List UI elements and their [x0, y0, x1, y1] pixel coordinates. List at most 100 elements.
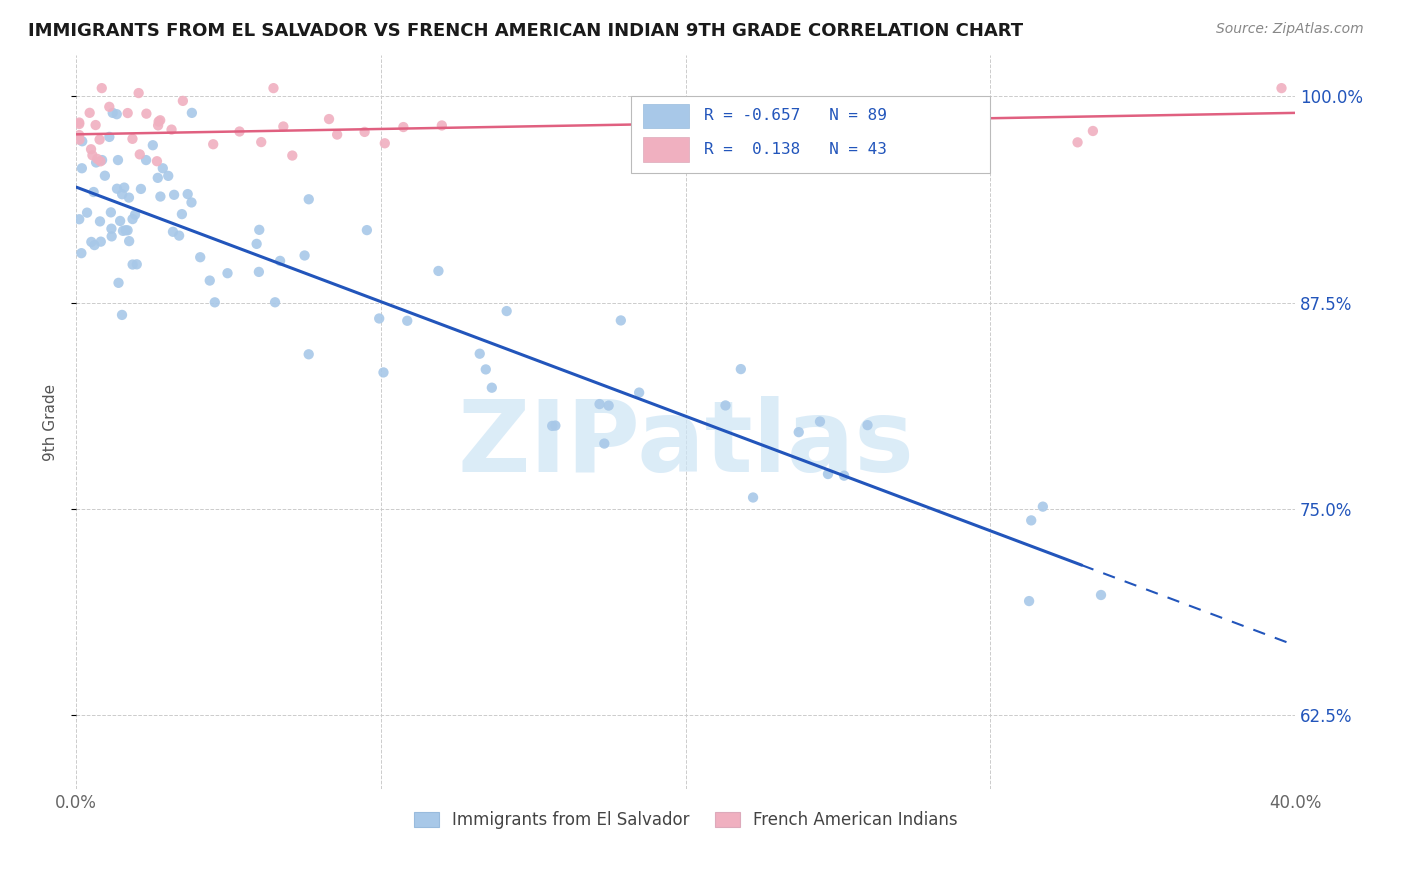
- Point: [149, 189, 172, 203]
- Point: [70, 246, 93, 260]
- Point: [263, 81, 285, 95]
- Point: [856, 418, 879, 433]
- Point: [100, 229, 122, 244]
- Point: [374, 136, 396, 151]
- Point: [228, 124, 250, 138]
- Point: [368, 311, 391, 326]
- Point: [83, 238, 105, 252]
- Point: [90, 235, 112, 249]
- Point: [146, 170, 169, 185]
- Point: [1019, 513, 1042, 527]
- Point: [298, 192, 321, 206]
- Point: [79, 105, 101, 120]
- Point: [90, 81, 112, 95]
- Point: [160, 122, 183, 136]
- Point: [202, 137, 225, 152]
- Point: [111, 187, 134, 202]
- Point: [101, 106, 124, 120]
- Point: [598, 399, 620, 413]
- Point: [475, 362, 498, 376]
- Point: [742, 491, 765, 505]
- Point: [373, 366, 395, 380]
- Point: [281, 148, 304, 162]
- Point: [247, 265, 270, 279]
- Point: [657, 120, 679, 134]
- Point: [1090, 588, 1112, 602]
- Point: [135, 106, 157, 120]
- Point: [118, 191, 141, 205]
- Point: [67, 117, 90, 131]
- Point: [146, 119, 169, 133]
- Point: [180, 195, 202, 210]
- FancyBboxPatch shape: [631, 95, 990, 172]
- Point: [67, 115, 90, 129]
- Point: [298, 347, 321, 361]
- Point: [105, 182, 128, 196]
- Point: [167, 228, 190, 243]
- Point: [84, 155, 107, 169]
- Point: [70, 134, 93, 148]
- Point: [125, 257, 148, 271]
- Point: [146, 154, 169, 169]
- Point: [204, 295, 226, 310]
- Point: [683, 100, 706, 114]
- Point: [832, 468, 855, 483]
- Point: [170, 207, 193, 221]
- Text: Source: ZipAtlas.com: Source: ZipAtlas.com: [1216, 22, 1364, 37]
- Point: [353, 125, 375, 139]
- Point: [112, 180, 135, 194]
- Point: [111, 308, 134, 322]
- Point: [89, 154, 111, 169]
- Point: [727, 109, 749, 123]
- Point: [121, 258, 143, 272]
- FancyBboxPatch shape: [643, 137, 689, 161]
- Point: [787, 425, 810, 439]
- Point: [105, 107, 128, 121]
- Point: [817, 467, 839, 481]
- Point: [495, 304, 517, 318]
- Point: [149, 113, 172, 128]
- Point: [247, 223, 270, 237]
- Point: [163, 187, 186, 202]
- Point: [1305, 107, 1327, 121]
- Point: [107, 276, 129, 290]
- Point: [392, 120, 415, 134]
- Point: [808, 415, 831, 429]
- Text: ZIPatlas: ZIPatlas: [457, 396, 914, 492]
- Legend: Immigrants from El Salvador, French American Indians: Immigrants from El Salvador, French Amer…: [406, 805, 965, 836]
- Point: [468, 347, 491, 361]
- Point: [100, 205, 122, 219]
- Point: [86, 152, 108, 166]
- Point: [128, 147, 150, 161]
- Point: [70, 161, 93, 176]
- Point: [250, 135, 273, 149]
- Point: [541, 418, 564, 433]
- Point: [83, 185, 105, 199]
- Point: [1081, 124, 1104, 138]
- Point: [198, 274, 221, 288]
- Point: [67, 212, 90, 227]
- Point: [176, 187, 198, 202]
- Text: R =  0.138   N = 43: R = 0.138 N = 43: [704, 142, 887, 157]
- Point: [1018, 594, 1040, 608]
- Point: [135, 153, 157, 167]
- Text: R = -0.657   N = 89: R = -0.657 N = 89: [704, 108, 887, 123]
- Point: [114, 223, 136, 237]
- Point: [264, 295, 287, 310]
- Point: [1066, 136, 1088, 150]
- Point: [273, 120, 295, 134]
- Point: [111, 224, 134, 238]
- Point: [69, 133, 91, 147]
- Point: [89, 214, 111, 228]
- Point: [108, 214, 131, 228]
- Point: [162, 225, 184, 239]
- Point: [481, 381, 503, 395]
- Point: [356, 223, 378, 237]
- Point: [91, 153, 114, 167]
- Point: [628, 385, 651, 400]
- Point: [148, 114, 170, 128]
- Point: [172, 94, 194, 108]
- Point: [157, 169, 180, 183]
- Point: [67, 128, 90, 142]
- Point: [128, 86, 150, 100]
